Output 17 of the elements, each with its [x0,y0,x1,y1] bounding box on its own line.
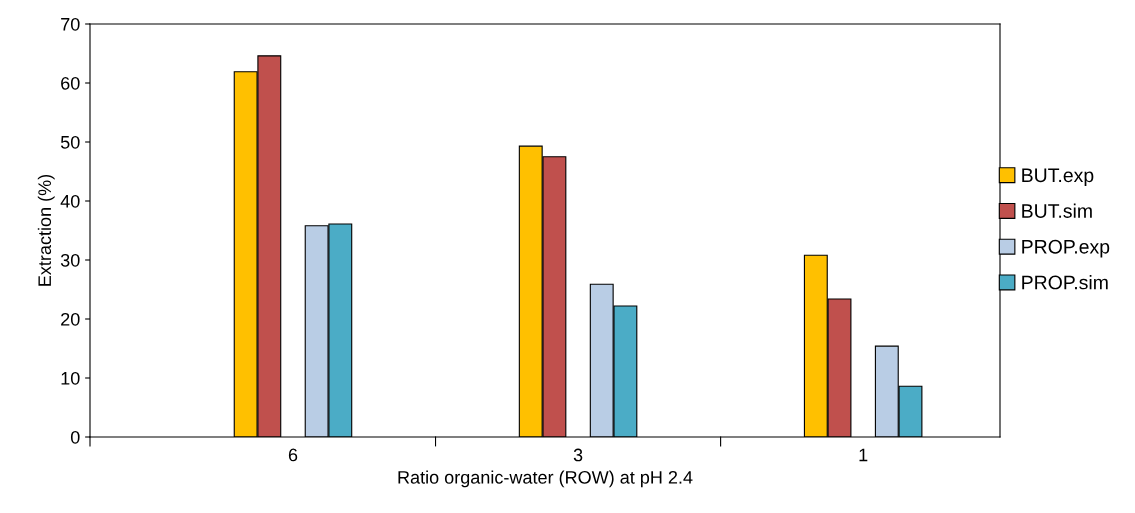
legend-label: PROP.sim [1022,275,1108,290]
y-axis-title: Extraction (%) [37,174,55,286]
y-tick-label: 40 [60,194,80,208]
y-tick-label: 0 [70,430,80,444]
legend-label: PROP.exp [1022,239,1110,258]
y-tick-label: 70 [61,17,80,31]
y-tick-label: 20 [61,312,80,326]
x-tick-label: 3 [573,448,583,462]
x-tick-label: 6 [288,448,298,462]
x-axis-title: Ratio organic-water (ROW) at pH 2.4 [398,470,693,488]
y-tick-label: 50 [60,135,80,149]
y-tick-label: 30 [60,253,80,267]
legend-label: BUT.exp [1022,168,1094,187]
y-tick-label: 60 [61,76,80,90]
x-tick-label: 1 [859,448,868,462]
legend-label: BUT.sim [1022,203,1092,218]
y-tick-label: 10 [61,371,80,385]
